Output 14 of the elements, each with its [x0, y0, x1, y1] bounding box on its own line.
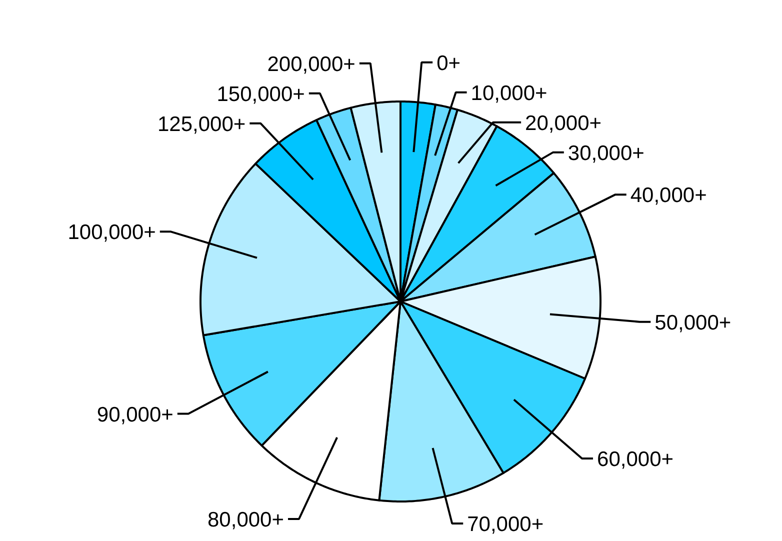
slice-label: 70,000+	[467, 513, 544, 536]
slice-label: 0+	[436, 52, 461, 75]
slice-label: 125,000+	[157, 112, 246, 136]
slice-label: 60,000+	[597, 448, 674, 472]
slice-label: 20,000+	[525, 112, 602, 135]
slice-label: 100,000+	[68, 221, 156, 244]
slice-label: 40,000+	[630, 184, 707, 208]
slice-label: 150,000+	[216, 82, 305, 106]
slice-label: 90,000+	[96, 403, 174, 426]
slice-label: 80,000+	[208, 508, 284, 532]
slice-label: 10,000+	[470, 82, 548, 105]
slice-label: 50,000+	[654, 311, 732, 334]
slice-label: 30,000+	[568, 142, 644, 165]
slice-label: 200,000+	[267, 52, 356, 76]
